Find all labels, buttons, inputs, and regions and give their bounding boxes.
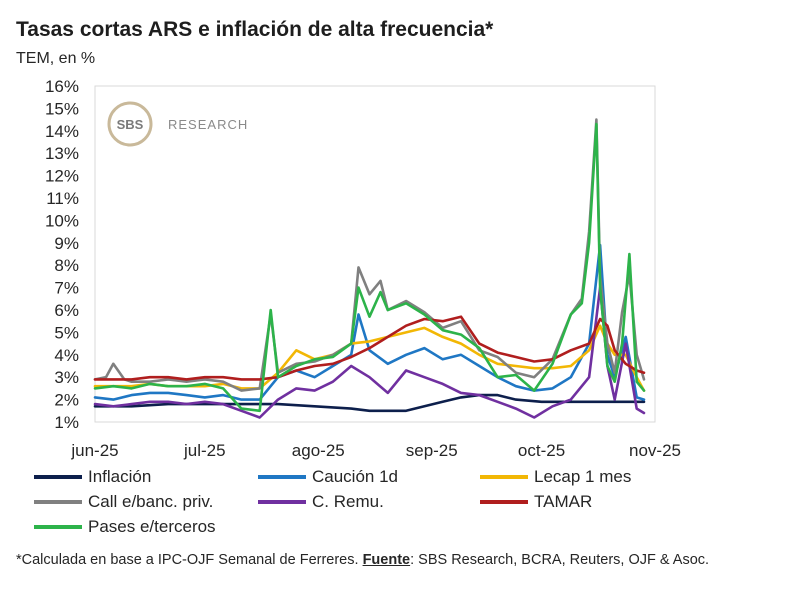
y-tick-label: 10% — [45, 211, 79, 230]
y-tick-label: 7% — [54, 279, 79, 298]
y-tick-label: 2% — [54, 391, 79, 410]
legend-item: TAMAR — [480, 489, 592, 515]
y-tick-label: 4% — [54, 346, 79, 365]
y-tick-label: 8% — [54, 256, 79, 275]
legend-swatch — [34, 500, 82, 504]
footnote: *Calculada en base a IPC-OJF Semanal de … — [16, 550, 786, 570]
legend-item: Call e/banc. priv. — [34, 489, 213, 515]
legend-swatch — [258, 500, 306, 504]
legend-swatch — [34, 525, 82, 529]
legend-label: Call e/banc. priv. — [88, 492, 214, 511]
legend-label: C. Remu. — [312, 492, 384, 511]
series-lines — [93, 118, 646, 419]
series-line-7 — [93, 122, 646, 413]
chart-subtitle: TEM, en % — [16, 50, 96, 67]
series-line-1 — [93, 393, 646, 413]
legend-item: Inflación — [34, 464, 151, 490]
legend-label: Inflación — [88, 467, 152, 486]
legend-item: Caución 1d — [258, 464, 398, 490]
legend-label: Pases e/terceros — [88, 517, 216, 536]
legend-item: Lecap 1 mes — [480, 464, 631, 490]
y-tick-label: 16% — [45, 77, 79, 96]
logo-badge-text: SBS — [117, 117, 144, 132]
y-axis-ticks: 1% 2% 3% 4% 5% 6% 7% 8% 9% 10% 11% 12% 13% 14% 15% 16% — [45, 77, 79, 432]
y-tick-label: 1% — [54, 413, 79, 432]
legend-swatch — [480, 475, 528, 479]
legend-item: C. Remu. — [258, 489, 384, 515]
legend-swatch — [258, 475, 306, 479]
y-tick-label: 15% — [45, 99, 79, 118]
y-tick-label: 12% — [45, 167, 79, 186]
logo-research-text: RESEARCH — [168, 117, 248, 132]
x-tick-label: jun-25 — [70, 441, 118, 460]
series-line-6 — [93, 315, 646, 381]
x-tick-label: jul-25 — [183, 441, 226, 460]
series-line-2 — [93, 243, 646, 401]
legend-label: Caución 1d — [312, 467, 399, 486]
chart-svg: SBS RESEARCH 1% 2% 3% 4% 5% 6% 7% 8% 9% 10% 11% 12%… — [45, 77, 681, 460]
legend-swatch — [34, 475, 82, 479]
series-line-5 — [93, 286, 646, 419]
legend-label: TAMAR — [534, 492, 593, 511]
sbs-research-logo: SBS RESEARCH — [107, 101, 248, 147]
footnote-source-text: : SBS Research, BCRA, Reuters, OJF & Aso… — [410, 552, 710, 568]
y-tick-label: 13% — [45, 144, 79, 163]
plot-area-border — [94, 85, 656, 423]
x-tick-label: sep-25 — [406, 441, 458, 460]
legend-item: Pases e/terceros — [34, 514, 216, 540]
y-tick-label: 3% — [54, 368, 79, 387]
y-tick-label: 9% — [54, 234, 79, 253]
legend-label: Lecap 1 mes — [534, 467, 632, 486]
y-tick-label: 11% — [46, 189, 79, 208]
y-tick-label: 14% — [45, 122, 79, 141]
x-axis-ticks: jun-25 jul-25 ago-25 sep-25 oct-25 nov-25 — [70, 441, 681, 460]
footnote-prefix: *Calculada en base a IPC-OJF Semanal de … — [16, 552, 363, 568]
x-tick-label: nov-25 — [629, 441, 681, 460]
x-tick-label: ago-25 — [292, 441, 345, 460]
footnote-source-label: Fuente — [362, 552, 411, 568]
chart-title: Tasas cortas ARS e inflación de alta fre… — [16, 18, 494, 41]
y-tick-label: 5% — [54, 323, 79, 342]
legend-swatch — [480, 500, 528, 504]
y-tick-label: 6% — [54, 301, 79, 320]
x-tick-label: oct-25 — [518, 441, 565, 460]
